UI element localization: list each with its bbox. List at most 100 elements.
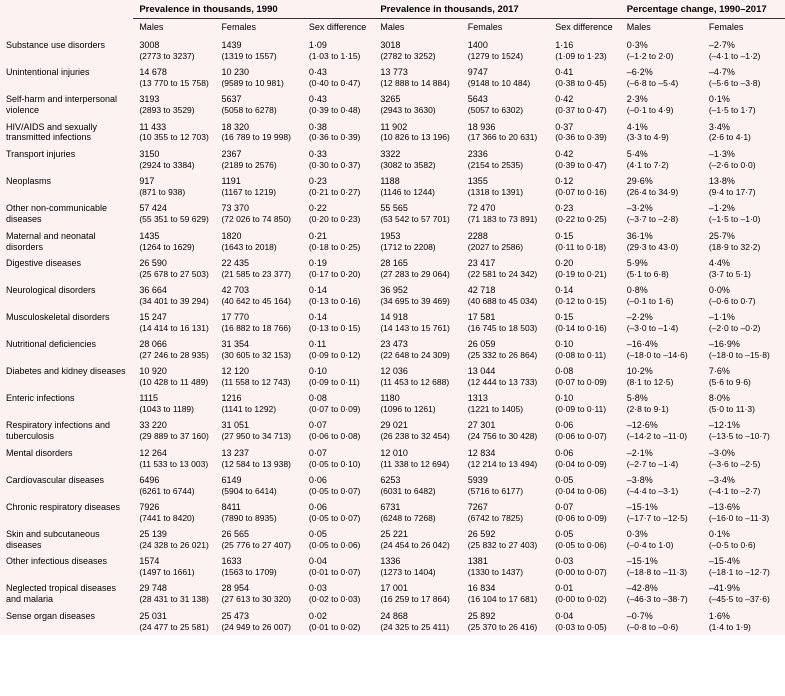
cell-value: 0·19 — [309, 258, 327, 268]
cell-value: 0·3% — [627, 40, 648, 50]
cell-ci: (18·9 to 32·2) — [709, 242, 779, 252]
sub-females-2017: Females — [462, 19, 549, 38]
cell-ci: (25 678 to 27 503) — [139, 269, 209, 279]
cell-ci: (22 648 to 24 309) — [380, 350, 455, 360]
cell-ci: (0·18 to 0·25) — [309, 242, 368, 252]
cell-ci: (–16·0 to –11·3) — [709, 513, 779, 523]
data-cell: 11 902(10 826 to 13 196) — [374, 119, 461, 147]
header-1990: Prevalence in thousands, 1990 — [133, 0, 374, 19]
cell-ci: (9148 to 10 484) — [468, 78, 543, 88]
table-row: Other infectious diseases1574(1497 to 16… — [0, 553, 785, 580]
cell-value: 13 773 — [380, 67, 408, 77]
cell-ci: (–2·7 to –1·4) — [627, 459, 697, 469]
cell-value: 12 036 — [380, 366, 408, 376]
cell-ci: (27 613 to 30 320) — [221, 594, 296, 604]
data-cell: 3193(2893 to 3529) — [133, 91, 215, 119]
data-cell: 57 424(55 351 to 59 629) — [133, 200, 215, 228]
cell-value: Nutritional deficiencies — [6, 339, 96, 349]
data-cell: 12 834(12 214 to 13 494) — [462, 445, 549, 472]
cell-ci: (1146 to 1244) — [380, 187, 455, 197]
cell-ci: (0·00 to 0·07) — [555, 567, 614, 577]
cell-ci: (6261 to 6744) — [139, 486, 209, 496]
table-row: Mental disorders12 264(11 533 to 13 003)… — [0, 445, 785, 472]
cell-value: –13·6% — [709, 502, 740, 512]
cell-ci: (1273 to 1404) — [380, 567, 455, 577]
prevalence-table-container: Prevalence in thousands, 1990 Prevalence… — [0, 0, 785, 635]
cell-ci: (–18·8 to –11·3) — [627, 567, 697, 577]
cell-ci: (1·09 to 1·23) — [555, 51, 614, 61]
cell-value: 3008 — [139, 40, 159, 50]
cell-value: 22 435 — [221, 258, 249, 268]
cell-value: 26 565 — [221, 529, 249, 539]
data-cell: 0·22(0·20 to 0·23) — [303, 200, 374, 228]
data-cell: 0·08(0·07 to 0·09) — [549, 363, 620, 390]
data-cell: 1336(1273 to 1404) — [374, 553, 461, 580]
data-cell: 12 036(11 453 to 12 688) — [374, 363, 461, 390]
data-cell: 0·12(0·07 to 0·16) — [549, 173, 620, 200]
cell-ci: (1·03 to 1·15) — [309, 51, 368, 61]
cell-ci: (14 143 to 15 761) — [380, 323, 455, 333]
cell-value: 5·4% — [627, 149, 648, 159]
data-cell: 2·3%(–0·1 to 4·9) — [621, 91, 703, 119]
cell-value: 4·4% — [709, 258, 730, 268]
data-cell: –2·1%(–2·7 to –1·4) — [621, 445, 703, 472]
data-cell: 16 834(16 104 to 17 681) — [462, 580, 549, 608]
cell-value: 1·16 — [555, 40, 573, 50]
cell-value: 1·09 — [309, 40, 327, 50]
cell-ci: (–2·0 to –0·2) — [709, 323, 779, 333]
cell-value: 0·14 — [309, 312, 327, 322]
table-row: Nutritional deficiencies28 066(27 246 to… — [0, 336, 785, 363]
table-row: Neurological disorders36 664(34 401 to 3… — [0, 282, 785, 309]
data-cell: 25 139(24 328 to 26 021) — [133, 526, 215, 554]
cell-value: HIV/AIDS and sexually transmitted infect… — [6, 122, 97, 143]
cell-ci: (34 401 to 39 294) — [139, 296, 209, 306]
cell-value: Diabetes and kidney diseases — [6, 366, 126, 376]
cell-value: 0·1% — [709, 529, 730, 539]
cell-ci: (10 826 to 13 196) — [380, 132, 455, 142]
data-cell: 23 417(22 581 to 24 342) — [462, 255, 549, 282]
cell-ci: (–5·6 to –3·8) — [709, 78, 779, 88]
cell-value: 0·10 — [555, 339, 573, 349]
data-cell: 0·10(0·09 to 0·11) — [549, 390, 620, 417]
table-row: Digestive diseases26 590(25 678 to 27 50… — [0, 255, 785, 282]
cell-value: 33 220 — [139, 420, 167, 430]
cell-value: –12·6% — [627, 420, 658, 430]
cell-value: 3322 — [380, 149, 400, 159]
data-cell: 26 059(25 332 to 26 864) — [462, 336, 549, 363]
data-cell: 14 678(13 770 to 15 758) — [133, 64, 215, 91]
data-cell: 8·0%(5·0 to 11·3) — [703, 390, 785, 417]
cell-value: 25 473 — [221, 611, 249, 621]
data-cell: 1820(1643 to 2018) — [215, 228, 302, 256]
cell-ci: (27 950 to 34 713) — [221, 431, 296, 441]
data-cell: –42·8%(–46·3 to –38·7) — [621, 580, 703, 608]
cell-value: 1439 — [221, 40, 241, 50]
data-cell: 29 021(26 238 to 32 454) — [374, 417, 461, 445]
data-cell: 72 470(71 183 to 73 891) — [462, 200, 549, 228]
cell-ci: (1643 to 2018) — [221, 242, 296, 252]
cell-ci: (53 542 to 57 701) — [380, 214, 455, 224]
cell-value: Skin and subcutaneous diseases — [6, 529, 100, 550]
cell-value: 15 247 — [139, 312, 167, 322]
table-row: Other non-communicable diseases57 424(55… — [0, 200, 785, 228]
cell-ci: (1096 to 1261) — [380, 404, 455, 414]
data-cell: 0·1%(–0·5 to 0·6) — [703, 526, 785, 554]
cell-value: 18 320 — [221, 122, 249, 132]
cell-ci: (871 to 938) — [139, 187, 209, 197]
cell-ci: (0·36 to 0·39) — [555, 132, 614, 142]
data-cell: 5·8%(2·8 to 9·1) — [621, 390, 703, 417]
cell-ci: (30 605 to 32 153) — [221, 350, 296, 360]
cell-value: 26 592 — [468, 529, 496, 539]
cell-ci: (0·22 to 0·25) — [555, 214, 614, 224]
cell-ci: (0·14 to 0·16) — [555, 323, 614, 333]
cell-ci: (1·4 to 1·9) — [709, 622, 779, 632]
table-row: Unintentional injuries14 678(13 770 to 1… — [0, 64, 785, 91]
cell-ci: (34 695 to 39 469) — [380, 296, 455, 306]
row-label-cell: Neglected tropical diseases and malaria — [0, 580, 133, 608]
cell-ci: (0·21 to 0·27) — [309, 187, 368, 197]
cell-ci: (25 832 to 27 403) — [468, 540, 543, 550]
data-cell: –16·4%(–18·0 to –14·6) — [621, 336, 703, 363]
data-cell: 0·07(0·06 to 0·08) — [303, 417, 374, 445]
table-row: Skin and subcutaneous diseases 25 139(24 … — [0, 526, 785, 554]
header-pct: Percentage change, 1990–2017 — [621, 0, 785, 19]
cell-value: 17 770 — [221, 312, 249, 322]
